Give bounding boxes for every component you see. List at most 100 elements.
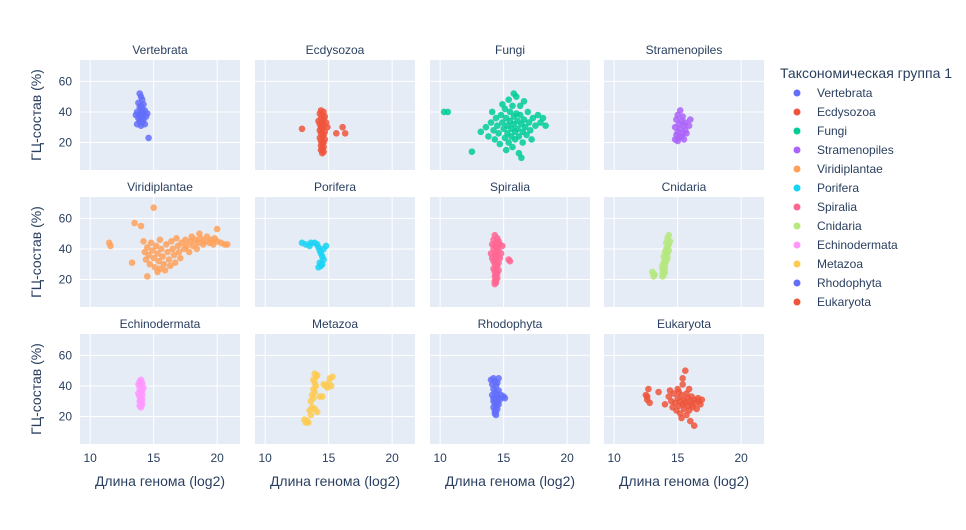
data-point (137, 381, 145, 388)
facet-title: Stramenopiles (646, 43, 723, 57)
data-point (145, 134, 152, 142)
data-point (166, 262, 174, 270)
data-point (327, 382, 335, 390)
data-point (505, 96, 512, 103)
x-axis-label: Длина генома (log2) (445, 473, 575, 489)
data-point (169, 245, 176, 253)
data-point (144, 244, 151, 251)
data-point (183, 242, 190, 250)
facet-title: Echinodermata (120, 317, 201, 331)
x-axis-label: Длина генома (log2) (270, 473, 400, 489)
legend-label: Rhodophyta (817, 276, 882, 290)
legend-item: Stramenopiles (793, 143, 894, 157)
data-point (496, 140, 504, 148)
legend-item: Vertebrata (793, 86, 873, 100)
data-point (643, 393, 651, 400)
data-point (509, 143, 516, 151)
data-point (529, 114, 537, 122)
data-point (499, 119, 506, 126)
data-point (675, 388, 683, 396)
data-point (150, 254, 157, 262)
legend-label: Porifera (817, 181, 859, 195)
data-point (645, 385, 652, 393)
data-point (319, 149, 326, 157)
legend-marker (793, 260, 801, 268)
data-point (145, 251, 152, 259)
data-point (313, 372, 321, 379)
plot-background (80, 334, 240, 444)
facet-ecdysozoa: Ecdysozoa (255, 43, 415, 170)
data-point (516, 111, 524, 119)
data-point (505, 139, 512, 146)
data-point (468, 148, 476, 155)
data-point (506, 108, 514, 116)
data-points (642, 367, 706, 430)
plot-background (255, 334, 415, 444)
data-point (674, 137, 681, 145)
data-point (305, 419, 312, 426)
facet-title: Fungi (495, 43, 525, 57)
data-point (333, 130, 340, 137)
data-point (482, 123, 490, 131)
data-point (501, 394, 509, 402)
x-tick-label: 10 (607, 451, 621, 465)
data-point (137, 222, 145, 230)
data-point (494, 122, 501, 129)
data-point (528, 136, 535, 143)
data-points (298, 107, 349, 157)
data-point (525, 119, 533, 126)
data-point (683, 130, 690, 137)
data-points (487, 375, 509, 419)
facet-stramenopiles: Stramenopiles (604, 43, 764, 170)
data-point (156, 236, 164, 244)
legend-label: Viridiplantae (817, 162, 883, 176)
data-point (144, 273, 151, 280)
data-point (158, 245, 165, 253)
x-tick-label: 20 (734, 451, 748, 465)
data-point (168, 238, 175, 245)
data-point (542, 122, 549, 129)
legend-marker (793, 165, 801, 173)
data-point (523, 131, 530, 139)
data-points (298, 239, 330, 271)
legend-item: Metazoa (793, 257, 863, 271)
legend-item: Cnidaria (793, 219, 862, 233)
y-tick-label: 60 (59, 211, 73, 225)
data-point (521, 123, 529, 131)
data-point (506, 257, 514, 265)
legend-marker (793, 203, 801, 211)
data-point (650, 273, 657, 280)
legend-label: Ecdysozoa (817, 105, 876, 119)
legend: Таксономическая группа 1 Vertebrata Ecdyso… (780, 65, 952, 309)
data-point (527, 127, 534, 134)
plot-background (604, 334, 764, 444)
data-point (698, 396, 706, 404)
data-point (492, 114, 500, 122)
x-tick-label: 15 (322, 451, 336, 465)
facet-spiralia: Spiralia (430, 180, 590, 307)
data-point (444, 108, 452, 116)
data-point (146, 260, 154, 268)
x-tick-label: 20 (560, 451, 574, 465)
facet-rhodophyta: Rhodophyta 10 15 20 Длина генома (log2) (430, 317, 590, 489)
data-point (341, 130, 349, 137)
data-point (149, 247, 156, 254)
legend-item: Viridiplantae (793, 162, 883, 176)
x-tick-label: 15 (497, 451, 511, 465)
plot-background (80, 60, 240, 170)
legend-marker (793, 108, 801, 116)
data-point (499, 242, 506, 250)
data-point (128, 259, 136, 267)
data-point (519, 139, 526, 146)
y-tick-label: 20 (59, 410, 73, 424)
data-point (679, 375, 686, 382)
facet-title: Rhodophyta (478, 317, 543, 331)
x-tick-label: 15 (147, 451, 161, 465)
x-tick-label: 20 (385, 451, 399, 465)
legend-label: Metazoa (817, 257, 863, 271)
data-point (319, 393, 326, 400)
data-point (520, 116, 528, 123)
data-point (155, 257, 162, 265)
